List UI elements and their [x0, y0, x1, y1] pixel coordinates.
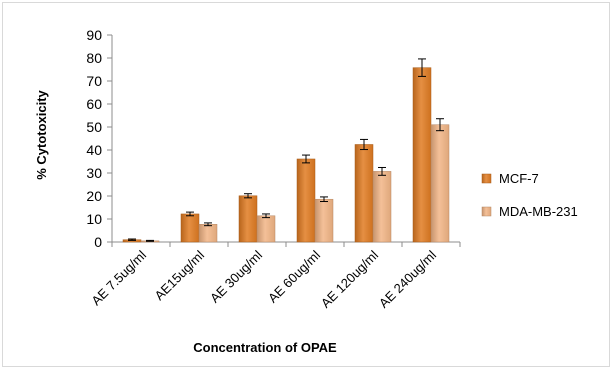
y-tick-label: 60 [86, 96, 102, 112]
x-tick-label: AE 120ug/ml [318, 247, 381, 310]
y-tick-label: 90 [86, 27, 102, 43]
error-bar [418, 58, 426, 77]
error-bar [378, 166, 386, 176]
error-bar [244, 193, 252, 199]
y-tick-label: 30 [86, 165, 102, 181]
x-tick-label: AE 240ug/ml [376, 247, 439, 310]
error-bar [128, 238, 136, 241]
legend-label: MDA-MB-231 [499, 204, 578, 219]
y-tick-label: 0 [94, 234, 102, 250]
error-bar [262, 213, 270, 219]
y-tick-label: 40 [86, 142, 102, 158]
error-bar [186, 211, 194, 217]
bars [122, 67, 450, 243]
error-bars [128, 58, 444, 242]
y-tick-label: 80 [86, 50, 102, 66]
error-bar [204, 222, 212, 227]
x-tick-label: AE 30ug/ml [207, 247, 265, 305]
x-axis: AE 7.5ug/ml AE15ug/ml AE 30ug/ml AE 60ug/ml… [88, 241, 461, 311]
bar-mcf7 [296, 158, 316, 243]
y-axis-title: % Cytotoxicity [34, 89, 49, 179]
bar-mda-mb-231 [314, 198, 334, 243]
bar-mcf7 [354, 144, 374, 243]
x-axis-title: Concentration of OPAE [193, 340, 337, 355]
bar-mcf7 [412, 67, 432, 243]
x-tick-label: AE 60ug/ml [265, 247, 323, 305]
bar-mda-mb-231 [430, 124, 450, 243]
error-bar [436, 118, 444, 132]
legend-label: MCF-7 [499, 171, 539, 186]
y-axis: 0 10 20 30 40 50 60 70 80 90 [86, 27, 113, 250]
bar-mda-mb-231 [256, 215, 276, 243]
y-tick-label: 20 [86, 188, 102, 204]
legend-swatch [481, 206, 492, 217]
error-bar [146, 239, 154, 242]
error-bar [302, 154, 310, 164]
x-tick-label: AE15ug/ml [152, 247, 208, 303]
legend: MCF-7 MDA-MB-231 [481, 171, 578, 219]
bar-mda-mb-231 [372, 171, 392, 243]
bar-mda-mb-231 [198, 224, 218, 243]
x-tick-label: AE 7.5ug/ml [88, 247, 149, 308]
error-bar [320, 196, 328, 203]
bar-mcf7 [238, 195, 258, 243]
y-tick-label: 70 [86, 73, 102, 89]
y-tick-label: 50 [86, 119, 102, 135]
bar-mcf7 [180, 213, 200, 243]
y-tick-label: 10 [86, 211, 102, 227]
error-bar [360, 138, 368, 151]
legend-swatch [481, 173, 492, 184]
